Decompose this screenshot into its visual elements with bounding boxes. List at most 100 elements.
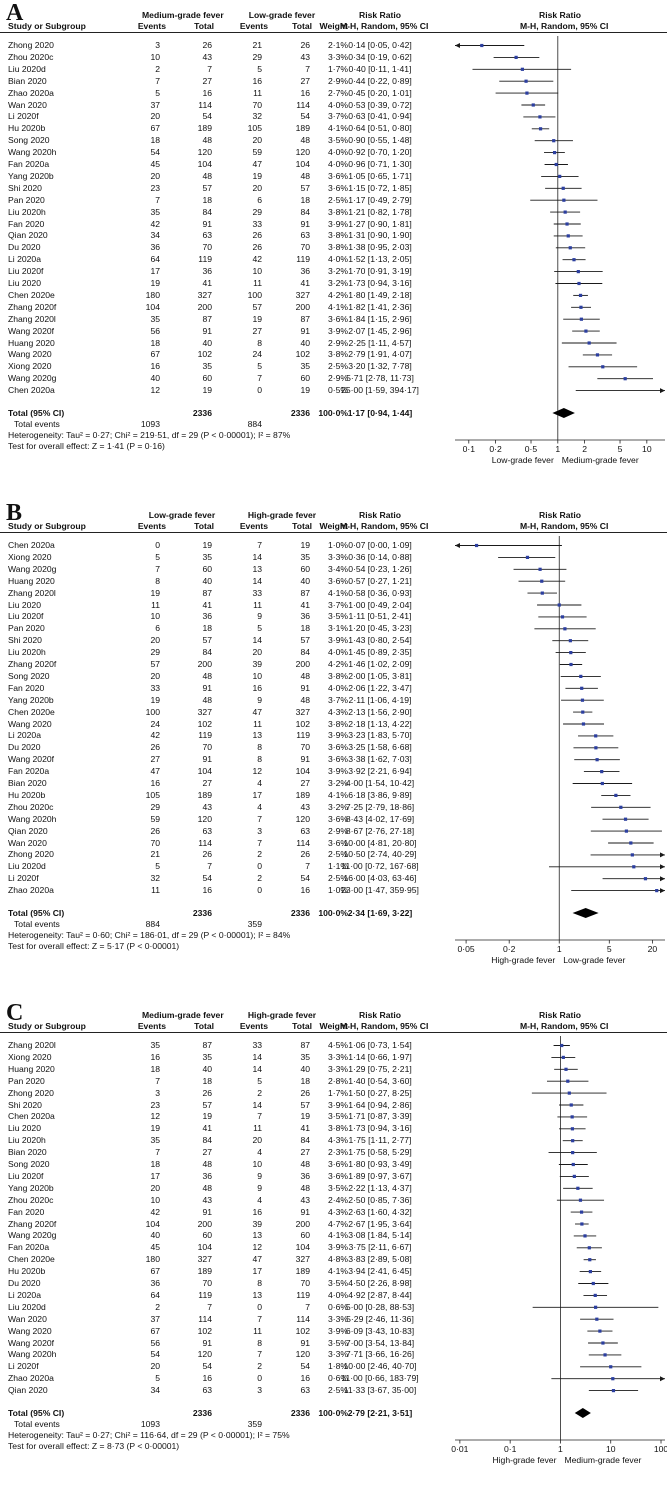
total1: 84 bbox=[202, 1135, 212, 1146]
risk-ratio-ci: 1·14 [0·66, 1·97] bbox=[348, 1051, 412, 1062]
study-name: Zhang 2020l bbox=[8, 587, 56, 598]
total2: 63 bbox=[300, 825, 310, 836]
point-estimate bbox=[581, 722, 586, 726]
events2: 12 bbox=[252, 1242, 262, 1253]
risk-ratio-ci: 1·64 [0·94, 2·86] bbox=[348, 1099, 412, 1110]
total1: 120 bbox=[197, 1349, 212, 1360]
risk-ratio-ci: 7·71 [3·66, 16·26] bbox=[345, 1349, 415, 1360]
weight: 3·7% bbox=[327, 111, 348, 122]
point-estimate bbox=[557, 603, 561, 607]
events2: 105 bbox=[247, 123, 262, 134]
study-name: Wang 2020g bbox=[8, 563, 57, 574]
risk-ratio-ci: 1·29 [0·75, 2·21] bbox=[348, 1063, 412, 1074]
risk-ratio-ci: 7·25 [2·79, 18·86] bbox=[345, 801, 415, 812]
risk-ratio-ci: 1·20 [0·45, 3·23] bbox=[348, 623, 412, 634]
risk-ratio-ci: 2·11 [1·06, 4·19] bbox=[348, 694, 412, 705]
x-tick-label: 0·2 bbox=[489, 444, 502, 454]
point-estimate bbox=[580, 698, 585, 702]
risk-ratio-ci: 0·96 [0·71, 1·30] bbox=[348, 159, 412, 169]
total1: 57 bbox=[202, 1099, 212, 1110]
total2: 119 bbox=[296, 254, 310, 265]
point-estimate bbox=[595, 758, 599, 762]
events2: 13 bbox=[252, 1230, 262, 1241]
total2: 54 bbox=[300, 111, 310, 122]
events2: 7 bbox=[257, 373, 262, 384]
weight: 3·9% bbox=[327, 766, 348, 777]
header-rule bbox=[0, 1032, 667, 1033]
study-name: Zhao 2020a bbox=[8, 885, 54, 896]
total2: 91 bbox=[300, 1337, 310, 1348]
events2: 11 bbox=[253, 718, 262, 729]
events2: 14 bbox=[252, 575, 262, 586]
events2: 21 bbox=[252, 40, 262, 50]
risk-ratio-ci: 1·80 [0·93, 3·49] bbox=[348, 1159, 412, 1169]
study-name: Wang 2020 bbox=[8, 1325, 52, 1336]
total2: 120 bbox=[295, 813, 310, 824]
risk-ratio-ci: 23·00 [1·47, 359·95] bbox=[341, 885, 419, 896]
events1: 7 bbox=[155, 563, 160, 574]
ci-arrow-right bbox=[660, 864, 665, 870]
total1: 91 bbox=[202, 325, 212, 336]
weight: 0·5% bbox=[327, 385, 348, 396]
weight: 2·5% bbox=[327, 873, 348, 884]
x-tick-label: 10 bbox=[605, 1444, 616, 1454]
point-estimate bbox=[629, 841, 633, 845]
total1: 63 bbox=[202, 1385, 212, 1396]
events2: 20 bbox=[252, 647, 262, 658]
events2: 100 bbox=[247, 289, 262, 300]
weight-header: Weight bbox=[319, 1021, 348, 1031]
total2: 200 bbox=[295, 659, 310, 669]
study-name: Li 2020f bbox=[8, 873, 39, 884]
point-estimate bbox=[567, 1091, 571, 1095]
risk-ratio-plot-header: Risk Ratio bbox=[538, 1010, 582, 1020]
risk-ratio-ci: 1·75 [0·58, 5·29] bbox=[348, 1147, 412, 1158]
events1: 6 bbox=[155, 623, 160, 634]
group2-header: High-grade fever bbox=[247, 510, 317, 520]
weight: 4·0% bbox=[327, 99, 348, 110]
point-estimate bbox=[560, 615, 565, 619]
total2: 54 bbox=[300, 1361, 310, 1372]
favours-right-label: Medium-grade fever bbox=[561, 455, 639, 465]
total1: 114 bbox=[198, 99, 212, 110]
ci-arrow-left bbox=[455, 43, 460, 48]
total2: 87 bbox=[300, 313, 310, 324]
total2: 40 bbox=[300, 575, 310, 586]
events1: 19 bbox=[150, 1123, 160, 1134]
events1: 7 bbox=[155, 1147, 160, 1158]
total2: 91 bbox=[300, 218, 310, 229]
overall-effect-stat: Test for overall effect: Z = 5·17 (P < 0… bbox=[8, 941, 180, 951]
events2-sum: 359 bbox=[247, 1419, 262, 1429]
total1-header: Total bbox=[194, 1021, 214, 1031]
risk-ratio-header: Risk Ratio bbox=[358, 1010, 402, 1020]
total2: 35 bbox=[300, 361, 310, 372]
study-name: Qian 2020 bbox=[8, 230, 48, 241]
total2: 48 bbox=[300, 694, 310, 705]
risk-ratio-ci: 3·08 [1·84, 5·14] bbox=[348, 1230, 412, 1241]
events1: 5 bbox=[155, 1373, 160, 1384]
total1: 43 bbox=[202, 1194, 212, 1205]
ci-arrow-right bbox=[660, 1376, 665, 1382]
events1: 29 bbox=[150, 801, 160, 812]
total1: 7 bbox=[207, 861, 212, 872]
risk-ratio-ci: 4·92 [2·87, 8·44] bbox=[348, 1289, 412, 1300]
total1: 7 bbox=[207, 1301, 212, 1312]
risk-ratio-ci: 11·00 [0·66, 183·79] bbox=[341, 1373, 419, 1384]
study-name: Du 2020 bbox=[8, 742, 41, 753]
point-estimate bbox=[655, 889, 659, 893]
group2-header: High-grade fever bbox=[247, 1010, 317, 1020]
risk-ratio-ci: 25·00 [1·59, 394·17] bbox=[341, 385, 419, 396]
pooled-ci: 2·34 [1·69, 3·22] bbox=[347, 908, 413, 918]
study-name: Wan 2020 bbox=[8, 1313, 47, 1324]
total1: 48 bbox=[202, 170, 212, 181]
total1: 19 bbox=[202, 540, 212, 550]
risk-ratio-ci: 0·57 [0·27, 1·21] bbox=[348, 575, 412, 586]
study-name: Wang 2020f bbox=[8, 1337, 55, 1348]
total2-sum: 2336 bbox=[290, 1408, 310, 1418]
favours-right-label: Low-grade fever bbox=[563, 955, 626, 965]
total2: 200 bbox=[295, 301, 310, 312]
risk-ratio-ci: 1·80 [1·49, 2·18] bbox=[348, 289, 412, 300]
events1: 40 bbox=[150, 373, 160, 384]
point-estimate bbox=[600, 770, 604, 774]
point-estimate bbox=[572, 1174, 576, 1178]
events2: 6 bbox=[257, 194, 262, 205]
